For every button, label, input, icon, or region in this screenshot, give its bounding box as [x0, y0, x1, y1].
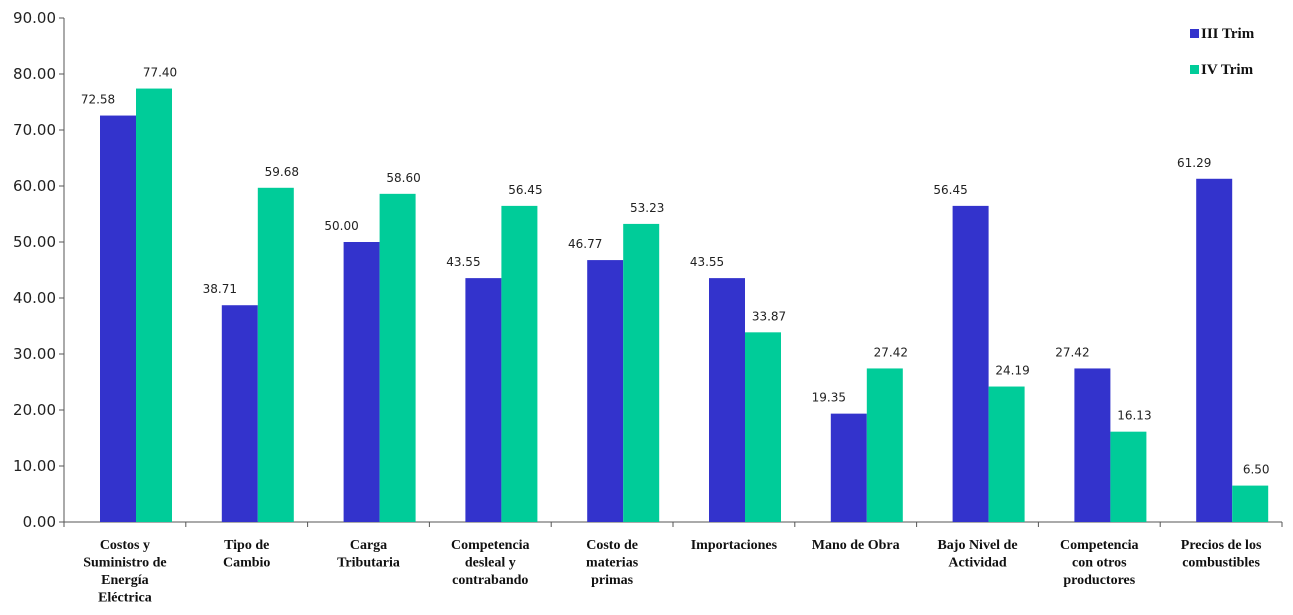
category-label: desleal y — [465, 556, 516, 571]
bar-iv-trim — [379, 193, 416, 522]
category-label: contrabando — [452, 573, 528, 588]
y-tick-label: 0.00 — [23, 513, 56, 531]
category-label: Importaciones — [691, 538, 778, 553]
bar-iii-trim — [465, 278, 502, 522]
data-label: 6.50 — [1243, 463, 1270, 477]
bar-iii-trim — [587, 260, 624, 522]
data-label: 24.19 — [995, 364, 1029, 378]
bar-iii-trim — [100, 115, 136, 522]
data-label: 59.68 — [265, 165, 299, 179]
legend-swatch — [1190, 65, 1199, 74]
bar-iii-trim — [830, 413, 867, 522]
bar-iii-trim — [1074, 368, 1111, 522]
bar-iii-trim — [343, 242, 380, 522]
bar-iv-trim — [745, 332, 781, 522]
category-label: Actividad — [948, 556, 1007, 571]
legend-label: IV Trim — [1201, 62, 1254, 78]
data-label: 16.13 — [1117, 409, 1151, 423]
y-tick-label: 40.00 — [13, 289, 56, 307]
category-label: Costos y — [100, 538, 150, 553]
y-tick-label: 50.00 — [13, 233, 56, 251]
legend-swatch — [1190, 29, 1199, 38]
bar-iii-trim — [952, 205, 989, 522]
category-label: Costo de — [586, 538, 638, 553]
category-label: Bajo Nivel de — [937, 538, 1017, 553]
category-label: Mano de Obra — [812, 538, 900, 553]
y-tick-label: 70.00 — [13, 121, 56, 139]
y-tick-label: 20.00 — [13, 401, 56, 419]
category-label: Suministro de — [83, 556, 166, 571]
data-label: 61.29 — [1177, 156, 1211, 170]
data-label: 27.42 — [1055, 345, 1089, 359]
data-label: 33.87 — [752, 309, 786, 323]
category-label: Competencia — [451, 538, 530, 553]
data-label: 46.77 — [568, 237, 602, 251]
y-tick-label: 10.00 — [13, 457, 56, 475]
data-label: 27.42 — [874, 345, 908, 359]
chart-bars — [100, 88, 1269, 523]
bar-iv-trim — [257, 187, 294, 523]
bar-iv-trim — [136, 88, 172, 522]
category-label: productores — [1063, 573, 1135, 588]
bar-iv-trim — [1110, 431, 1147, 522]
category-label: Precios de los — [1181, 538, 1262, 553]
bar-iv-trim — [1232, 485, 1269, 522]
data-label: 77.40 — [143, 66, 177, 80]
data-labels: 72.58 38.71 50.00 43.55 46.77 43.55 19.35 56.45… — [81, 66, 1270, 477]
bar-iv-trim — [866, 368, 903, 522]
category-label: Eléctrica — [98, 591, 152, 606]
category-label: con otros — [1072, 556, 1127, 571]
category-labels: Costos y Suministro de Energía Eléctrica Tip… — [83, 538, 1262, 606]
y-tick-label: 80.00 — [13, 65, 56, 83]
category-label: combustibles — [1182, 556, 1260, 571]
y-tick-label: 60.00 — [13, 177, 56, 195]
category-label: Carga — [350, 538, 387, 553]
bar-iii-trim — [221, 305, 258, 522]
data-label: 19.35 — [812, 391, 846, 405]
y-tick-label: 90.00 — [13, 9, 56, 27]
y-tick-label: 30.00 — [13, 345, 56, 363]
category-label: materias — [586, 556, 639, 571]
bar-iv-trim — [988, 386, 1025, 522]
bar-iv-trim — [623, 223, 660, 523]
category-label: Cambio — [223, 556, 270, 571]
category-label: Tributaria — [337, 556, 400, 571]
chart-legend: III Trim IV Trim — [1190, 26, 1255, 78]
data-label: 58.60 — [386, 171, 420, 185]
category-label: primas — [591, 573, 634, 588]
data-label: 38.71 — [203, 282, 237, 296]
category-label: Energía — [101, 573, 148, 588]
data-label: 53.23 — [630, 201, 664, 215]
data-label: 43.55 — [446, 255, 480, 269]
legend-label: III Trim — [1201, 26, 1255, 42]
data-label: 50.00 — [324, 219, 358, 233]
bar-iii-trim — [1196, 178, 1233, 522]
data-label: 72.58 — [81, 93, 115, 107]
bar-iii-trim — [709, 278, 745, 522]
data-label: 43.55 — [690, 255, 724, 269]
bar-iv-trim — [501, 205, 538, 522]
category-label: Competencia — [1060, 538, 1139, 553]
data-label: 56.45 — [508, 183, 542, 197]
data-label: 56.45 — [933, 183, 967, 197]
category-label: Tipo de — [224, 538, 269, 553]
